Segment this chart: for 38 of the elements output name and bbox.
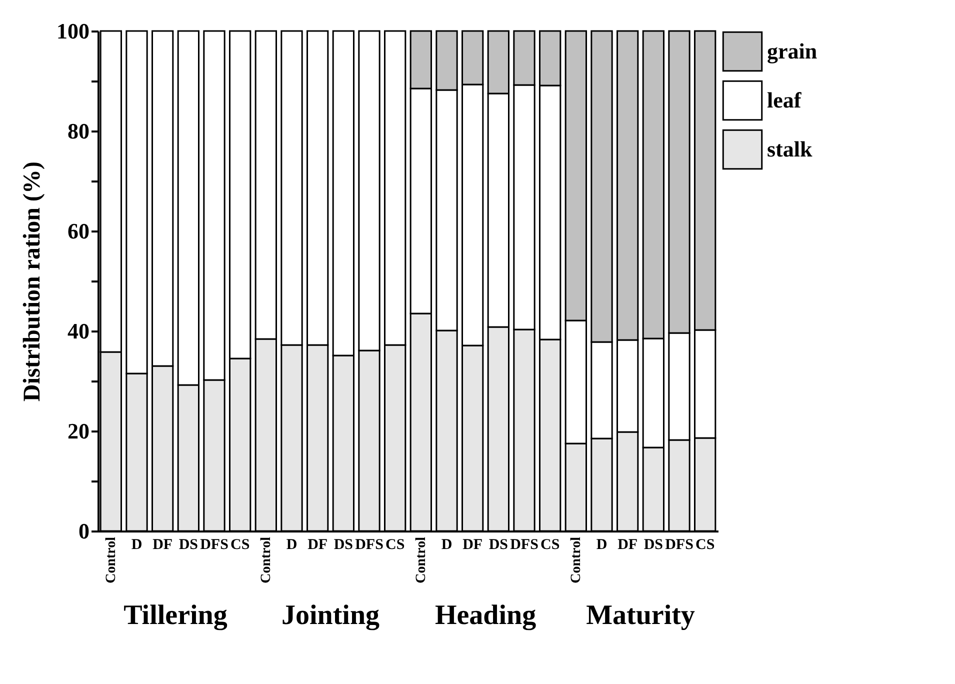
x-tick-label: Control — [258, 536, 274, 584]
x-tick-label: DS — [178, 537, 198, 553]
legend-label: grain — [767, 38, 818, 64]
text: Jointing — [281, 600, 380, 631]
x-tick-label: Control — [568, 536, 584, 584]
x-tick-label: DF — [462, 537, 483, 553]
x-tick-label: DFS — [355, 537, 384, 553]
x-tick-label: D — [286, 537, 298, 553]
x-tick-label: Control — [414, 536, 429, 584]
x-tick-label: D — [441, 537, 452, 553]
x-tick-label: DFS — [665, 537, 694, 553]
y-tick-label: 40 — [68, 318, 90, 344]
x-tick-label: DFS — [510, 537, 538, 553]
y-tick-label: 60 — [68, 218, 90, 244]
x-tick-label: DFS — [200, 537, 228, 553]
y-tick-label: 0 — [78, 518, 90, 544]
x-tick-label: D — [131, 537, 142, 553]
x-tick-label: CS — [695, 537, 715, 553]
x-tick-label: Control — [104, 536, 119, 584]
x-tick-label: DS — [644, 537, 664, 553]
text: Maturity — [586, 600, 695, 631]
x-tick-label: DF — [618, 537, 638, 553]
x-tick-label: DS — [488, 537, 508, 553]
y-axis-title: Distribution ration (%) — [20, 162, 46, 402]
x-tick-label: D — [596, 537, 608, 553]
text: Heading — [434, 600, 536, 631]
legend-label: leaf — [767, 88, 802, 112]
text: Tillering — [124, 600, 228, 631]
legend-label: stalk — [767, 136, 813, 162]
x-tick-label: DS — [334, 537, 354, 553]
x-tick-label: DF — [308, 537, 328, 553]
y-tick-label: 20 — [68, 418, 90, 444]
y-tick-label: 100 — [56, 18, 90, 44]
x-tick-label: CS — [230, 537, 250, 553]
x-tick-label: CS — [540, 537, 560, 553]
x-tick-label: CS — [385, 537, 405, 553]
y-tick-label: 80 — [68, 118, 90, 144]
x-tick-label: DF — [152, 537, 173, 553]
